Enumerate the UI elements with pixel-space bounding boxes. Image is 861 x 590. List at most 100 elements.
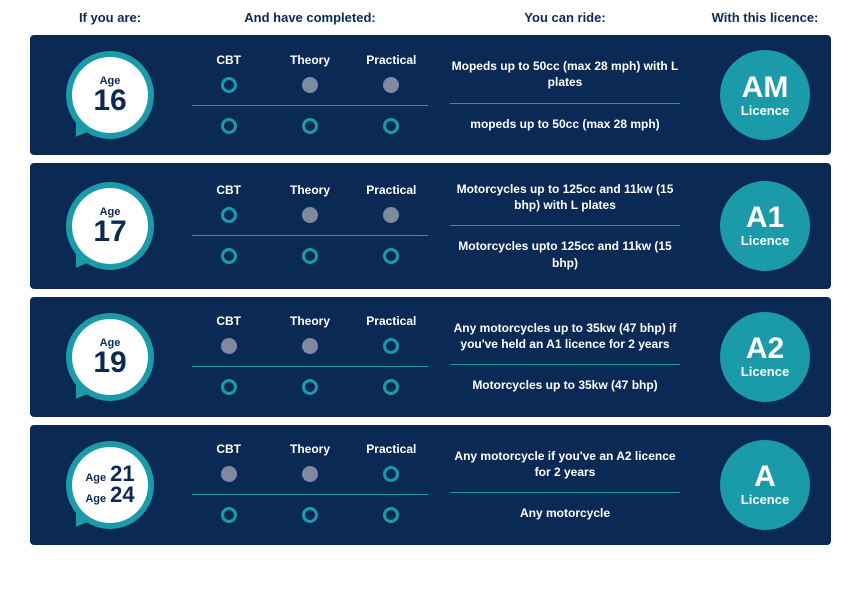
dot-cbt (221, 466, 237, 482)
test-label-theory: Theory (269, 53, 350, 67)
test-dots-row-2 (188, 375, 432, 399)
licence-badge: A1 Licence (720, 181, 810, 271)
divider (192, 366, 428, 367)
test-dots-row-1 (188, 203, 432, 227)
test-dots-row-2 (188, 244, 432, 268)
dot-cbt (221, 118, 237, 134)
test-dots-row-2 (188, 114, 432, 138)
column-headers: If you are: And have completed: You can … (30, 10, 831, 25)
licence-label: Licence (741, 492, 789, 507)
divider (450, 225, 680, 226)
licence-label: Licence (741, 364, 789, 379)
dot-cbt (221, 248, 237, 264)
test-label-practical: Practical (351, 442, 432, 456)
test-label-cbt: CBT (188, 53, 269, 67)
dot-theory (302, 507, 318, 523)
age-label: Age (85, 493, 106, 505)
licence-badge: AM Licence (720, 50, 810, 140)
age-number: 19 (93, 349, 126, 378)
ride-text-1: Any motorcycles up to 35kw (47 bhp) if y… (446, 316, 684, 356)
licence-section: A Licence (690, 440, 840, 530)
licence-row: Age 17 CBT Theory Practical Motorcyc (30, 163, 831, 289)
ride-text-1: Mopeds up to 50cc (max 28 mph) with L pl… (446, 54, 684, 94)
licence-section: A1 Licence (690, 181, 840, 271)
dot-practical (383, 466, 399, 482)
ride-text-2: mopeds up to 50cc (max 28 mph) (446, 112, 684, 136)
test-label-practical: Practical (351, 314, 432, 328)
test-dots-row-1 (188, 334, 432, 358)
test-label-practical: Practical (351, 53, 432, 67)
licence-row: Age21 Age24 CBT Theory Practical Any (30, 425, 831, 545)
completed-section: CBT Theory Practical (180, 53, 440, 138)
test-dots-row-1 (188, 73, 432, 97)
test-dots-row-2 (188, 503, 432, 527)
licence-row: Age 19 CBT Theory Practical Any moto (30, 297, 831, 417)
dot-theory (302, 248, 318, 264)
dot-practical (383, 248, 399, 264)
dot-cbt (221, 77, 237, 93)
age-bubble: Age 19 (66, 313, 154, 401)
ride-text-2: Any motorcycle (446, 501, 684, 525)
divider (192, 235, 428, 236)
ride-section: Mopeds up to 50cc (max 28 mph) with L pl… (440, 54, 690, 136)
licence-label: Licence (741, 103, 789, 118)
test-label-practical: Practical (351, 183, 432, 197)
header-age: If you are: (40, 10, 180, 25)
age-bubble: Age21 Age24 (66, 441, 154, 529)
dot-practical (383, 77, 399, 93)
header-completed: And have completed: (180, 10, 440, 25)
licence-label: Licence (741, 233, 789, 248)
licence-code: A1 (746, 203, 784, 233)
ride-section: Any motorcycles up to 35kw (47 bhp) if y… (440, 316, 690, 398)
dot-theory (302, 77, 318, 93)
ride-section: Motorcycles up to 125cc and 11kw (15 bhp… (440, 177, 690, 275)
dot-practical (383, 379, 399, 395)
licence-badge: A2 Licence (720, 312, 810, 402)
dot-theory (302, 466, 318, 482)
test-dots-row-1 (188, 462, 432, 486)
licence-section: AM Licence (690, 50, 840, 140)
test-label-cbt: CBT (188, 314, 269, 328)
ride-section: Any motorcycle if you've an A2 licence f… (440, 444, 690, 526)
age-bubble: Age 17 (66, 182, 154, 270)
ride-text-1: Any motorcycle if you've an A2 licence f… (446, 444, 684, 484)
age-bubble: Age 16 (66, 51, 154, 139)
test-label-theory: Theory (269, 183, 350, 197)
dot-theory (302, 118, 318, 134)
dot-cbt (221, 338, 237, 354)
test-label-cbt: CBT (188, 442, 269, 456)
divider (450, 492, 680, 493)
licence-code: A (754, 462, 776, 492)
licence-row: Age 16 CBT Theory Practical Mopeds u (30, 35, 831, 155)
licence-code: A2 (746, 334, 784, 364)
test-label-theory: Theory (269, 314, 350, 328)
completed-section: CBT Theory Practical (180, 442, 440, 527)
licence-badge: A Licence (720, 440, 810, 530)
ride-text-1: Motorcycles up to 125cc and 11kw (15 bhp… (446, 177, 684, 217)
age-number: 16 (93, 87, 126, 116)
divider (192, 105, 428, 106)
test-label-theory: Theory (269, 442, 350, 456)
dot-cbt (221, 507, 237, 523)
licence-section: A2 Licence (690, 312, 840, 402)
ride-text-2: Motorcycles upto 125cc and 11kw (15 bhp) (446, 234, 684, 274)
header-ride: You can ride: (440, 10, 690, 25)
divider (192, 494, 428, 495)
dot-cbt (221, 379, 237, 395)
dot-theory (302, 207, 318, 223)
dot-theory (302, 338, 318, 354)
dot-practical (383, 338, 399, 354)
divider (450, 103, 680, 104)
dot-cbt (221, 207, 237, 223)
age-label: Age (85, 472, 106, 484)
test-label-cbt: CBT (188, 183, 269, 197)
ride-text-2: Motorcycles up to 35kw (47 bhp) (446, 373, 684, 397)
age-number: 24 (110, 485, 134, 506)
dot-practical (383, 507, 399, 523)
dot-theory (302, 379, 318, 395)
header-licence: With this licence: (690, 10, 840, 25)
age-number: 17 (93, 218, 126, 247)
dot-practical (383, 207, 399, 223)
dot-practical (383, 118, 399, 134)
divider (450, 364, 680, 365)
